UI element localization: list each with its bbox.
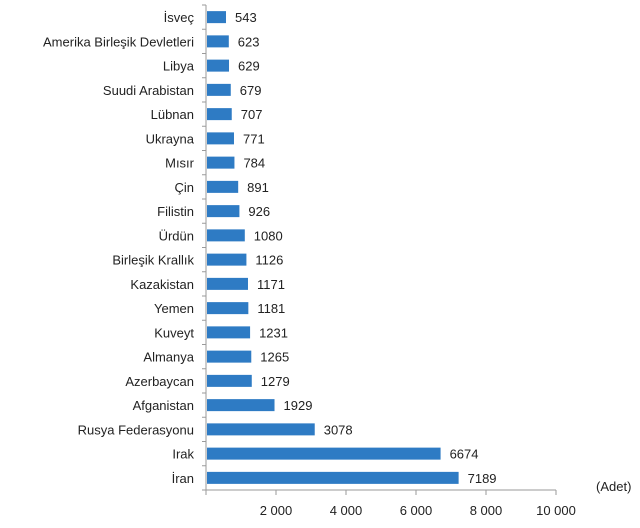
data-label: 543 [235,10,257,25]
category-label: İsveç [164,10,195,25]
x-tick-label: 6 000 [400,503,433,518]
data-label: 1929 [284,398,313,413]
x-tick-label: 2 000 [260,503,293,518]
bar [207,11,227,24]
category-label: Birleşik Krallık [112,253,194,268]
data-label: 1171 [257,277,285,292]
x-tick-label: 10 000 [536,503,576,518]
data-label: 7189 [468,471,497,486]
category-label: Mısır [165,156,195,171]
data-label: 891 [247,180,269,195]
bar [207,180,239,193]
category-label: Rusya Federasyonu [78,422,194,437]
data-label: 707 [241,107,263,122]
bar [207,108,232,121]
data-label: 1279 [261,374,290,389]
data-label: 771 [243,131,265,146]
data-label: 1265 [260,350,289,365]
data-label: 1080 [254,228,283,243]
category-label: Çin [174,180,194,195]
category-label: Almanya [143,350,194,365]
data-label: 6674 [450,447,479,462]
unit-label: (Adet) [596,479,631,494]
category-label: Kuveyt [154,325,194,340]
category-label: Yemen [154,301,194,316]
category-label: Ukrayna [146,131,195,146]
data-label: 679 [240,83,262,98]
data-label: 623 [238,34,260,49]
bar [207,326,251,339]
bar [207,229,245,242]
data-label: 629 [238,59,260,74]
bar [207,205,240,218]
data-label: 926 [248,204,270,219]
category-label: Azerbaycan [125,374,194,389]
category-label: Ürdün [159,228,194,243]
bar [207,35,229,48]
category-label: Afganistan [133,398,194,413]
category-label: Lübnan [151,107,194,122]
category-label: Irak [172,447,194,462]
category-label: İran [172,471,194,486]
bar [207,302,249,315]
category-label: Suudi Arabistan [103,83,194,98]
bar [207,156,235,169]
category-label: Filistin [157,204,194,219]
bar [207,350,252,363]
category-label: Kazakistan [130,277,194,292]
bar [207,423,315,436]
bar [207,59,230,72]
data-label: 1231 [259,325,288,340]
data-label: 1181 [257,301,285,316]
bar [207,447,441,460]
data-label: 1126 [255,253,283,268]
bar [207,277,248,290]
bar [207,253,247,266]
bar [207,399,275,412]
bar [207,83,231,96]
x-tick-label: 4 000 [330,503,363,518]
x-tick-label: 8 000 [470,503,503,518]
bar [207,132,234,145]
category-label: Libya [163,59,195,74]
bar [207,374,252,387]
bar [207,471,459,484]
data-label: 3078 [324,422,353,437]
data-label: 784 [243,156,265,171]
category-label: Amerika Birleşik Devletleri [43,34,194,49]
